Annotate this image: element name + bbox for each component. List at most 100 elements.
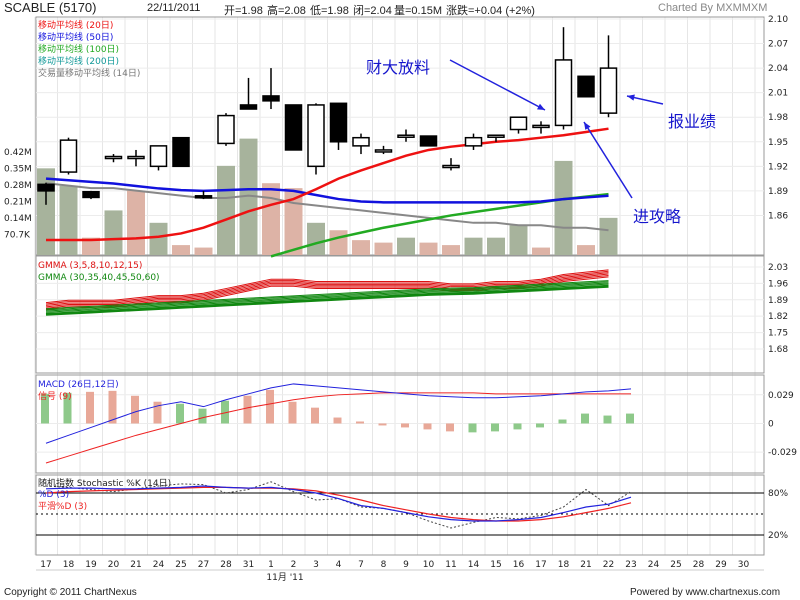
price-tick-label: 2.04 xyxy=(768,64,788,74)
price-tick-label: 1.89 xyxy=(768,187,788,197)
macd-hist-bar xyxy=(491,423,499,432)
x-tick-label: 25 xyxy=(670,560,681,570)
x-tick-label: 4 xyxy=(336,560,342,570)
volume-bar xyxy=(194,247,213,255)
macd-hist-bar xyxy=(108,390,117,424)
macd-hist-bar xyxy=(176,403,184,424)
volume-bar xyxy=(419,242,438,255)
gmma-long-line xyxy=(45,282,609,312)
volume-bar xyxy=(397,237,415,255)
candle-body xyxy=(149,145,168,168)
candle-body xyxy=(464,136,483,147)
volume-bar xyxy=(217,165,235,255)
volume-bar xyxy=(307,222,325,255)
candle-body xyxy=(532,124,550,129)
volume-tick-label: 0.35M xyxy=(4,165,32,175)
macd-line xyxy=(45,383,632,444)
volume-bar xyxy=(487,237,505,255)
x-tick-label: 14 xyxy=(468,560,480,570)
volume-bar xyxy=(442,245,460,255)
x-tick-label: 24 xyxy=(648,560,660,570)
macd-hist-bar xyxy=(266,389,274,424)
stoch-tick-label: 80% xyxy=(768,489,788,499)
macd-hist-bar xyxy=(603,415,612,424)
x-tick-label: 30 xyxy=(738,560,750,570)
volume-bar xyxy=(554,160,573,255)
macd-hist-bar xyxy=(581,413,589,424)
volume-bar xyxy=(329,230,348,255)
macd-tick-label: 0.029 xyxy=(768,391,794,401)
x-tick-label: 25 xyxy=(175,560,186,570)
macd-hist-bar xyxy=(198,408,207,424)
macd-hist-bar xyxy=(626,413,634,424)
ma-20-line xyxy=(46,127,609,242)
volume-tick-label: 0.21M xyxy=(4,198,32,208)
x-tick-label: 31 xyxy=(243,560,254,570)
gmma-tick-label: 1.96 xyxy=(768,279,788,289)
macd-title: MACD (26日,12日) xyxy=(38,379,119,390)
x-tick-label: 21 xyxy=(130,560,141,570)
stoch-d-line xyxy=(45,485,632,522)
x-tick-label: 15 xyxy=(490,560,501,570)
gmma-short-line xyxy=(45,269,609,304)
volume-bar xyxy=(104,210,123,255)
panel-frame-macd xyxy=(35,374,765,474)
macd-hist-bar xyxy=(468,423,477,433)
price-tick-label: 2.01 xyxy=(768,89,788,99)
gmma-short-line xyxy=(45,270,609,305)
candle-body xyxy=(239,104,258,110)
volume-bar xyxy=(172,245,190,255)
volume-bar xyxy=(59,185,78,255)
candle-body xyxy=(82,190,100,199)
volume-bar xyxy=(284,188,303,255)
price-tick-label: 1.95 xyxy=(768,138,788,148)
annotation-arrow-1-head xyxy=(537,103,545,110)
candle-body xyxy=(577,75,595,98)
x-tick-label: 18 xyxy=(558,560,570,570)
gmma-short-title: GMMA (3,5,8,10,12,15) xyxy=(38,261,142,271)
open-price: 开=1.98 xyxy=(224,5,263,17)
volume-tick-label: 0.28M xyxy=(4,181,32,191)
annotation-arrow-1 xyxy=(449,59,546,111)
macd-hist-bar xyxy=(86,391,94,424)
charted-by: Charted By MXMMXM xyxy=(658,2,768,14)
legend-item: 移动平均线 (20日) xyxy=(38,19,113,31)
macd-hist-bar xyxy=(558,419,567,424)
stock-symbol: SCABLE (5170) xyxy=(4,0,97,15)
low-price: 低=1.98 xyxy=(310,5,349,17)
high-price: 高=2.08 xyxy=(267,5,306,17)
x-tick-label: 10 xyxy=(423,560,435,570)
gmma-tick-label: 1.89 xyxy=(768,296,788,306)
candle-body xyxy=(284,104,303,151)
volume-bar xyxy=(82,237,100,255)
legend-item: 移动平均线 (100日) xyxy=(38,43,119,55)
candle-body xyxy=(217,114,235,145)
macd-hist-bar xyxy=(513,423,522,430)
gmma-short-line xyxy=(45,274,609,309)
macd-hist-bar xyxy=(356,421,364,424)
candle-body xyxy=(554,59,573,127)
volume-tick-label: 0.14M xyxy=(4,214,32,224)
stoch-title: 随机指数 Stochastic %K (14日) xyxy=(38,477,171,489)
stoch-slow-d-line xyxy=(45,486,632,522)
x-tick-label: 20 xyxy=(108,560,120,570)
gmma-tick-label: 1.82 xyxy=(768,312,788,322)
price-change: 涨跌=+0.04 (+2%) xyxy=(446,5,535,17)
candle-body xyxy=(329,102,348,143)
annotation-arrow-3 xyxy=(583,121,633,199)
volume-bar xyxy=(374,242,393,255)
x-tick-label: 2 xyxy=(291,560,297,570)
gmma-tick-label: 2.03 xyxy=(768,263,788,273)
gmma-tick-label: 1.75 xyxy=(768,329,788,339)
gmma-long-line xyxy=(45,283,609,313)
volume-bar xyxy=(239,138,258,255)
x-tick-label: 27 xyxy=(198,560,209,570)
powered-by: Powered by www.chartnexus.com xyxy=(630,587,781,598)
macd-hist-bar xyxy=(536,423,544,428)
gmma-short-line xyxy=(45,272,609,306)
candle-body xyxy=(37,183,55,192)
macd-hist-bar xyxy=(378,423,387,426)
price-tick-label: 2.10 xyxy=(768,15,788,25)
